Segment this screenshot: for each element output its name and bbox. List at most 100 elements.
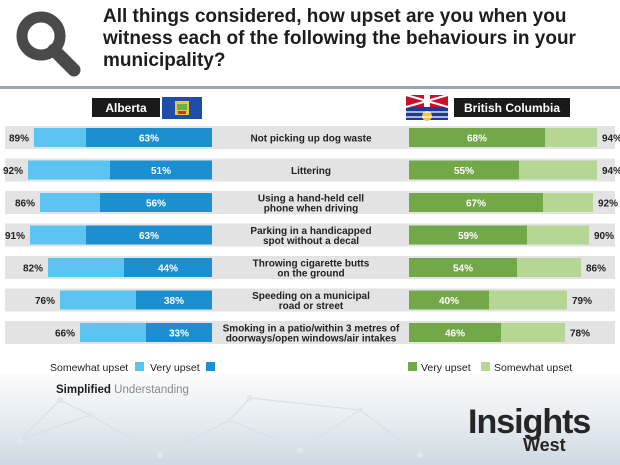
alberta-label-box — [92, 98, 160, 117]
bc-legend: Very upset Somewhat upset — [408, 362, 572, 374]
alberta-very-bar — [124, 258, 212, 277]
alberta-legend: Somewhat upset Very upset — [50, 362, 215, 374]
bc-total-label: 79% — [572, 296, 592, 307]
alberta-total-label: 76% — [35, 296, 55, 307]
alberta-very-bar — [86, 128, 212, 147]
network-node — [297, 447, 303, 453]
bc-total-label: 86% — [586, 264, 606, 275]
network-node — [157, 452, 163, 458]
bc-very-label: 54% — [453, 264, 473, 275]
legend-right-very-swatch — [408, 362, 417, 371]
bc-total-label: 94% — [602, 166, 620, 177]
alberta-very-bar — [100, 193, 212, 212]
bc-very-bar — [409, 225, 527, 245]
category-label: Parking in a handicapped spot without a d… — [250, 226, 371, 247]
alberta-very-bar — [110, 160, 212, 180]
category-label: Throwing cigarette butts on the ground — [253, 259, 370, 280]
alberta-very-label: 38% — [164, 296, 184, 307]
bc-very-label: 46% — [445, 329, 465, 340]
bc-somewhat-bar — [545, 128, 597, 147]
tagline-bold: Simplified — [56, 384, 111, 396]
bc-somewhat-bar — [519, 160, 597, 180]
bc-very-bar — [409, 160, 519, 180]
bc-very-label: 40% — [439, 296, 459, 307]
alberta-very-label: 63% — [139, 134, 159, 145]
bc-very-bar — [409, 290, 489, 310]
alberta-somewhat-bar — [48, 258, 124, 277]
category-label: Using a hand-held cell phone when driving — [258, 194, 364, 215]
alberta-total-label: 91% — [5, 231, 25, 242]
alberta-very-bar — [146, 323, 212, 342]
alberta-very-label: 51% — [151, 166, 171, 177]
network-node — [247, 395, 253, 401]
alberta-somewhat-bar — [30, 225, 86, 245]
bc-very-bar — [409, 128, 545, 147]
chart-rows: 63% 89% 68% 94% Not picking up dog waste 51% 9… — [3, 126, 620, 345]
alberta-flag-icon — [162, 97, 202, 119]
network-node — [87, 412, 93, 418]
page-title: All things considered, how upset are you… — [103, 6, 576, 71]
alberta-very-bar — [86, 225, 212, 245]
network-node — [57, 397, 63, 403]
network-node — [17, 437, 23, 443]
bc-somewhat-bar — [543, 193, 593, 212]
header: All things considered, how upset are you… — [0, 0, 620, 89]
brand-logo-sub: West — [523, 435, 566, 455]
legend-left-very-text: Very upset — [150, 362, 200, 374]
bc-flag-icon — [405, 94, 449, 121]
network-node — [417, 452, 423, 458]
category-label: Not picking up dog waste — [250, 134, 372, 145]
bc-very-bar — [409, 193, 543, 212]
legend-right-very-text: Very upset — [421, 362, 471, 374]
bc-very-label: 59% — [458, 231, 478, 242]
alberta-total-label: 66% — [55, 329, 75, 340]
alberta-very-label: 44% — [158, 264, 178, 275]
network-node — [227, 417, 233, 423]
alberta-somewhat-bar — [34, 128, 86, 147]
alberta-total-label: 92% — [3, 166, 23, 177]
network-link — [359, 409, 421, 456]
alberta-very-label: 33% — [169, 329, 189, 340]
network-link — [59, 399, 91, 416]
category-label: Smoking in a patio/within 3 metres of doo… — [223, 324, 400, 345]
tagline-muted: Understanding — [114, 384, 189, 396]
network-link — [229, 397, 251, 421]
alberta-somewhat-bar — [80, 323, 146, 342]
tagline: Simplified Understanding — [56, 384, 189, 396]
bc-very-label: 68% — [467, 134, 487, 145]
bc-total-label: 92% — [598, 199, 618, 210]
bc-very-bar — [409, 258, 517, 277]
network-link — [19, 399, 61, 441]
bc-very-label: 67% — [466, 199, 486, 210]
alberta-somewhat-bar — [60, 290, 136, 310]
legend-left-somewhat-swatch — [135, 362, 144, 371]
network-node — [327, 427, 333, 433]
footer-background — [0, 375, 620, 465]
network-link — [19, 414, 91, 441]
alberta-very-label: 56% — [146, 199, 166, 210]
bc-somewhat-bar — [527, 225, 589, 245]
alberta-very-bar — [136, 290, 212, 310]
bc-somewhat-bar — [489, 290, 567, 310]
network-link — [249, 397, 361, 411]
network-link — [89, 414, 161, 456]
alberta-total-label: 82% — [23, 264, 43, 275]
bc-total-label: 78% — [570, 329, 590, 340]
category-label: Littering — [291, 166, 331, 177]
alberta-label: Alberta — [105, 101, 147, 115]
alberta-somewhat-bar — [40, 193, 100, 212]
legend-left-somewhat-text: Somewhat upset — [50, 362, 128, 374]
bc-total-label: 90% — [594, 231, 614, 242]
legend-right-somewhat-text: Somewhat upset — [494, 362, 572, 374]
network-decoration — [17, 395, 423, 458]
alberta-very-label: 63% — [139, 231, 159, 242]
bc-label-box — [454, 98, 570, 117]
alberta-somewhat-bar — [28, 160, 110, 180]
alberta-total-label: 89% — [9, 134, 29, 145]
bc-very-bar — [409, 323, 501, 342]
legend-right-somewhat-swatch — [481, 362, 490, 371]
alberta-total-label: 86% — [15, 199, 35, 210]
bc-total-label: 94% — [602, 134, 620, 145]
